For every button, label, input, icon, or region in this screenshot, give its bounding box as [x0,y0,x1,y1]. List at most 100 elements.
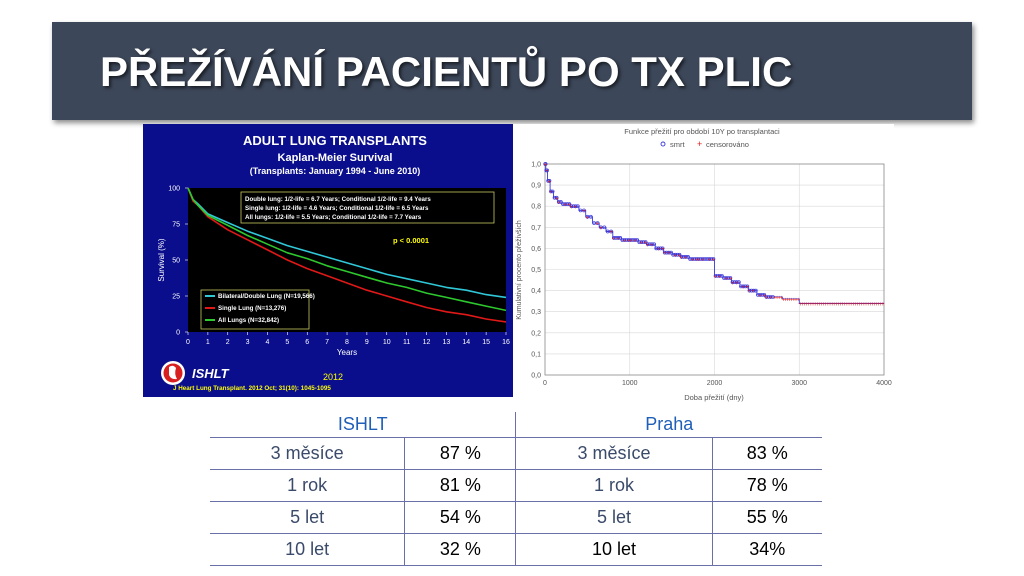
praha-censored-marker: + [762,292,766,299]
ishlt-series-line-2 [187,187,507,312]
praha-death-marker [726,276,731,280]
praha-death-marker [753,288,758,293]
praha-censored-marker: + [714,273,718,280]
praha-death-marker [599,225,603,230]
praha-censored-marker: + [690,257,694,264]
ishlt-xtick-label: 16 [502,339,510,346]
praha-death-marker [707,257,712,261]
praha-censored-marker: + [563,202,567,209]
praha-death-marker [690,257,695,261]
praha-legend-death: smrt [670,140,685,149]
praha-death-marker [645,242,650,247]
ishlt-value: 81 % [404,469,516,502]
ishlt-legend-label-2: All Lungs (N=32,842) [218,317,279,324]
praha-death-marker [571,204,576,209]
table-row: 5 let 54 % 5 let 55 % [210,501,822,534]
praha-death-marker [677,252,682,257]
praha-censored-marker: + [758,292,762,299]
praha-censored-marker: + [790,297,794,304]
praha-death-marker [700,257,705,261]
praha-censored-marker: + [667,250,671,257]
praha-death-marker [768,295,773,299]
praha-censored-marker: + [856,301,860,308]
praha-death-marker [575,204,580,209]
praha-death-marker [720,273,724,278]
praha-death-marker [605,229,610,234]
ishlt-legend-box [200,289,310,330]
praha-death-marker [684,254,688,259]
praha-censored-marker: + [801,301,805,308]
praha-death-marker [696,257,701,261]
praha-censored-marker: + [837,301,841,308]
slide-title: PŘEŽÍVÁNÍ PACIENTŮ PO TX PLIC [100,48,793,95]
praha-censored-marker: + [731,280,735,287]
praha-censored-marker: + [701,257,705,264]
praha-death-marker [652,242,656,247]
praha-death-marker [709,257,714,261]
ishlt-annotation-box [240,191,495,224]
praha-censored-marker: + [663,250,667,257]
praha-censored-marker: + [853,301,857,308]
praha-censored-marker: + [661,246,665,253]
praha-death-marker [546,179,551,183]
praha-legend-death-marker [660,141,666,147]
praha-censored-marker: + [673,252,677,259]
praha-censored-marker: + [875,301,879,308]
praha-death-marker [618,235,623,240]
praha-ytick-label: 0,4 [531,288,541,295]
praha-death-marker [770,295,775,299]
praha-censored-marker: + [728,276,732,283]
ishlt-pvalue: p < 0.0001 [393,236,429,245]
ishlt-period: 5 let [210,501,405,534]
ishlt-period: 3 měsíce [210,437,405,470]
praha-censored-marker: + [695,257,699,264]
praha-censored-marker: + [784,297,788,304]
praha-censored-marker: + [585,214,589,221]
praha-censored-marker: + [820,301,824,308]
praha-censored-marker: + [815,301,819,308]
praha-censored-marker: + [612,235,616,242]
praha-death-marker [758,292,762,297]
praha-death-marker [747,288,752,293]
praha-ytick-label: 1,0 [531,162,541,169]
praha-death-marker [569,204,574,209]
praha-death-marker [602,225,607,230]
praha-censored-marker: + [864,301,868,308]
praha-death-marker [550,189,555,194]
praha-death-marker [631,238,635,242]
praha-censored-marker: + [849,301,853,308]
praha-censored-marker: + [866,301,870,308]
praha-chart: Funkce přežití pro období 10Y po transpl… [513,124,894,405]
praha-death-marker [732,280,737,285]
praha-death-marker [673,252,678,257]
title-banner: PŘEŽÍVÁNÍ PACIENTŮ PO TX PLIC [52,22,972,120]
praha-ytick-label: 0,1 [531,351,541,358]
praha-period: 1 rok [515,469,712,502]
table-row: 1 rok 81 % 1 rok 78 % [210,469,822,502]
praha-plot-frame [544,163,885,376]
praha-death-marker [692,257,697,261]
ishlt-title: ADULT LUNG TRANSPLANTS [243,133,427,148]
praha-legend-censored: censorováno [706,140,749,149]
praha-survival-curve [545,163,884,304]
praha-censored-marker: + [656,246,660,253]
praha-censored-marker: + [792,297,796,304]
praha-ytick-label: 0,9 [531,183,541,190]
praha-censored-marker: + [811,301,815,308]
praha-death-marker [660,246,665,251]
praha-censored-marker: + [724,276,728,283]
praha-censored-marker: + [574,204,578,211]
praha-ytick-label: 0,2 [531,330,541,337]
praha-censored-marker: + [879,301,883,308]
ishlt-xtick-label: 14 [462,339,470,346]
praha-censored-marker: + [629,238,633,245]
praha-death-marker [762,292,767,297]
praha-death-marker [722,276,726,280]
praha-censored-marker: + [548,178,552,185]
praha-censored-marker: + [828,301,832,308]
praha-censored-marker: + [599,225,603,232]
praha-death-marker [664,250,669,255]
praha-censored-marker: + [623,238,627,245]
ishlt-value: 32 % [404,533,516,566]
praha-value: 83 % [711,437,822,470]
